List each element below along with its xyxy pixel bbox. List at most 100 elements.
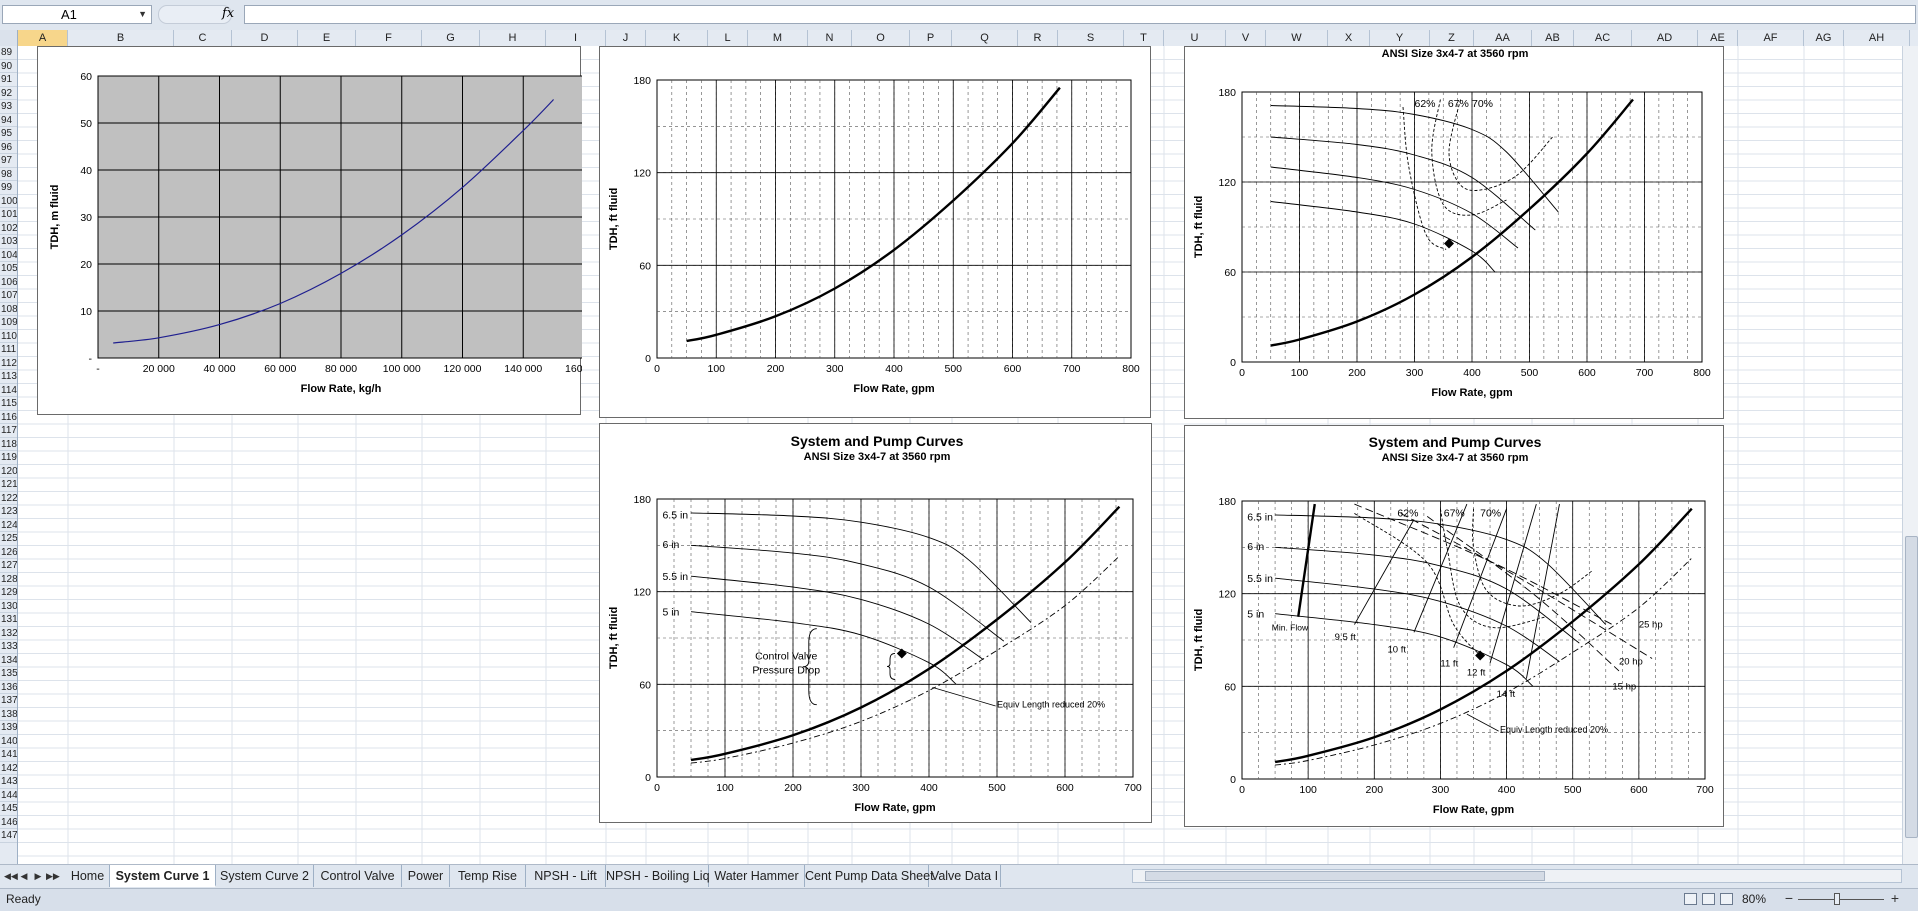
row-header[interactable]: 92 (0, 87, 17, 100)
zoom-slider[interactable] (1798, 899, 1884, 900)
row-header[interactable]: 136 (0, 681, 18, 694)
row-header[interactable]: 147 (0, 830, 18, 843)
row-header[interactable]: 111 (0, 344, 17, 357)
row-header[interactable]: 128 (0, 573, 18, 586)
column-header[interactable]: AH (1844, 30, 1910, 46)
row-header[interactable]: 125 (0, 533, 18, 546)
row-header[interactable]: 121 (0, 479, 18, 492)
sheet-tab[interactable]: NPSH - Lift (526, 865, 606, 887)
chevron-down-icon[interactable]: ▼ (138, 9, 147, 19)
column-header[interactable]: J (606, 30, 646, 46)
column-header[interactable]: S (1058, 30, 1124, 46)
row-header[interactable]: 107 (0, 290, 18, 303)
column-header[interactable]: T (1124, 30, 1164, 46)
column-header[interactable]: I (546, 30, 606, 46)
column-header[interactable]: K (646, 30, 708, 46)
row-header[interactable]: 113 (0, 371, 17, 384)
chart-pump-curves-efficiency[interactable]: 0 100 200 300 400 500 600 700 800 0 60 120 180 Flow R… (1184, 46, 1724, 419)
column-header[interactable]: F (356, 30, 422, 46)
row-header[interactable]: 138 (0, 708, 18, 721)
column-header[interactable]: H (480, 30, 546, 46)
row-header[interactable]: 106 (0, 276, 18, 289)
row-header[interactable]: 122 (0, 492, 18, 505)
column-header[interactable]: N (808, 30, 852, 46)
first-sheet-icon[interactable]: ◀◀ (4, 871, 18, 881)
horizontal-scrollbar[interactable] (1132, 869, 1902, 883)
row-header[interactable]: 99 (0, 181, 17, 195)
row-header[interactable]: 115 (0, 398, 17, 411)
column-header[interactable]: M (748, 30, 808, 46)
row-header[interactable]: 141 (0, 749, 18, 762)
row-header[interactable]: 126 (0, 546, 18, 559)
column-header[interactable]: AG (1804, 30, 1844, 46)
row-header[interactable]: 103 (0, 236, 18, 249)
chart-system-pump-full[interactable]: 0 100 200 300 400 500 600 700 0 60 120 180 Flow Rate… (1184, 425, 1724, 827)
row-header[interactable]: 117 (0, 425, 17, 438)
sheet-tab[interactable]: System Curve 1 (110, 865, 216, 887)
sheet-tab[interactable]: Water Hammer (709, 865, 805, 887)
row-header[interactable]: 134 (0, 654, 18, 667)
sheet-tab[interactable]: Temp Rise (450, 865, 526, 887)
row-header[interactable]: 144 (0, 789, 18, 802)
row-header[interactable]: 130 (0, 600, 18, 613)
column-header[interactable]: C (174, 30, 232, 46)
row-header[interactable]: 97 (0, 154, 17, 168)
name-box[interactable]: A1 ▼ (2, 5, 152, 24)
sheet-tab[interactable]: Control Valve (314, 865, 402, 887)
row-header[interactable]: 112 (0, 357, 17, 370)
column-header[interactable]: O (852, 30, 910, 46)
last-sheet-icon[interactable]: ▶▶ (46, 871, 60, 881)
vertical-scrollbar[interactable] (1902, 46, 1918, 864)
column-header[interactable]: W (1266, 30, 1328, 46)
formula-input[interactable] (244, 5, 1916, 24)
row-header[interactable]: 133 (0, 641, 18, 654)
row-header[interactable]: 118 (0, 438, 17, 451)
next-sheet-icon[interactable]: ▶ (34, 871, 42, 881)
column-header[interactable]: U (1164, 30, 1226, 46)
sheet-tab[interactable]: Home (66, 865, 110, 887)
column-header[interactable]: G (422, 30, 480, 46)
row-header[interactable]: 131 (0, 614, 18, 627)
column-header[interactable]: Y (1370, 30, 1430, 46)
zoom-level[interactable]: 80% (1742, 892, 1767, 906)
row-header[interactable]: 119 (0, 452, 17, 465)
row-header[interactable]: 142 (0, 762, 18, 775)
row-header[interactable]: 91 (0, 73, 17, 87)
select-all-corner[interactable] (0, 30, 18, 46)
column-header[interactable]: D (232, 30, 298, 46)
row-header[interactable]: 101 (0, 209, 18, 222)
row-header[interactable]: 109 (0, 317, 18, 330)
column-header[interactable]: P (910, 30, 952, 46)
zoom-out-icon[interactable]: − (1784, 890, 1794, 906)
prev-sheet-icon[interactable]: ◀ (20, 871, 28, 881)
row-header[interactable]: 89 (0, 46, 17, 60)
column-header[interactable]: AE (1698, 30, 1738, 46)
row-header[interactable]: 116 (0, 411, 17, 424)
column-header[interactable]: AC (1574, 30, 1632, 46)
row-header[interactable]: 98 (0, 168, 17, 181)
row-header[interactable]: 137 (0, 695, 18, 708)
sheet-tab[interactable]: Cent Pump Data Sheet (805, 865, 934, 887)
row-header[interactable]: 123 (0, 506, 18, 519)
row-header[interactable]: 129 (0, 587, 18, 600)
row-header[interactable]: 96 (0, 141, 17, 154)
row-header[interactable]: 104 (0, 249, 18, 262)
column-header[interactable]: AB (1532, 30, 1574, 46)
horizontal-scroll-thumb[interactable] (1145, 871, 1545, 881)
row-header[interactable]: 94 (0, 114, 17, 127)
column-header[interactable]: B (68, 30, 174, 46)
insert-function-icon[interactable]: fx (222, 6, 235, 21)
column-header[interactable]: AD (1632, 30, 1698, 46)
row-header[interactable]: 127 (0, 560, 18, 573)
row-header[interactable]: 145 (0, 803, 18, 816)
row-header[interactable]: 139 (0, 722, 18, 735)
column-header[interactable]: AF (1738, 30, 1804, 46)
row-header[interactable]: 110 (0, 330, 17, 343)
page-break-view-icon[interactable] (1720, 893, 1733, 905)
zoom-in-icon[interactable]: + (1890, 890, 1900, 906)
column-header[interactable]: Z (1430, 30, 1474, 46)
column-header[interactable]: V (1226, 30, 1266, 46)
vertical-scroll-thumb[interactable] (1905, 536, 1918, 838)
formula-bar-splitter[interactable] (158, 5, 232, 24)
row-header[interactable]: 108 (0, 303, 18, 316)
